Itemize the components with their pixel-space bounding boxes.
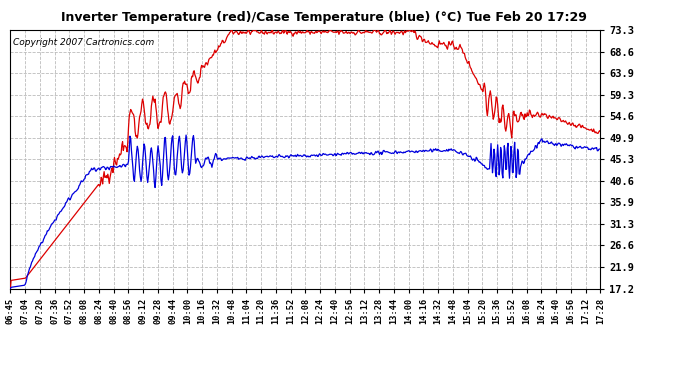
Text: Copyright 2007 Cartronics.com: Copyright 2007 Cartronics.com <box>13 38 155 47</box>
Text: Inverter Temperature (red)/Case Temperature (blue) (°C) Tue Feb 20 17:29: Inverter Temperature (red)/Case Temperat… <box>61 11 587 24</box>
